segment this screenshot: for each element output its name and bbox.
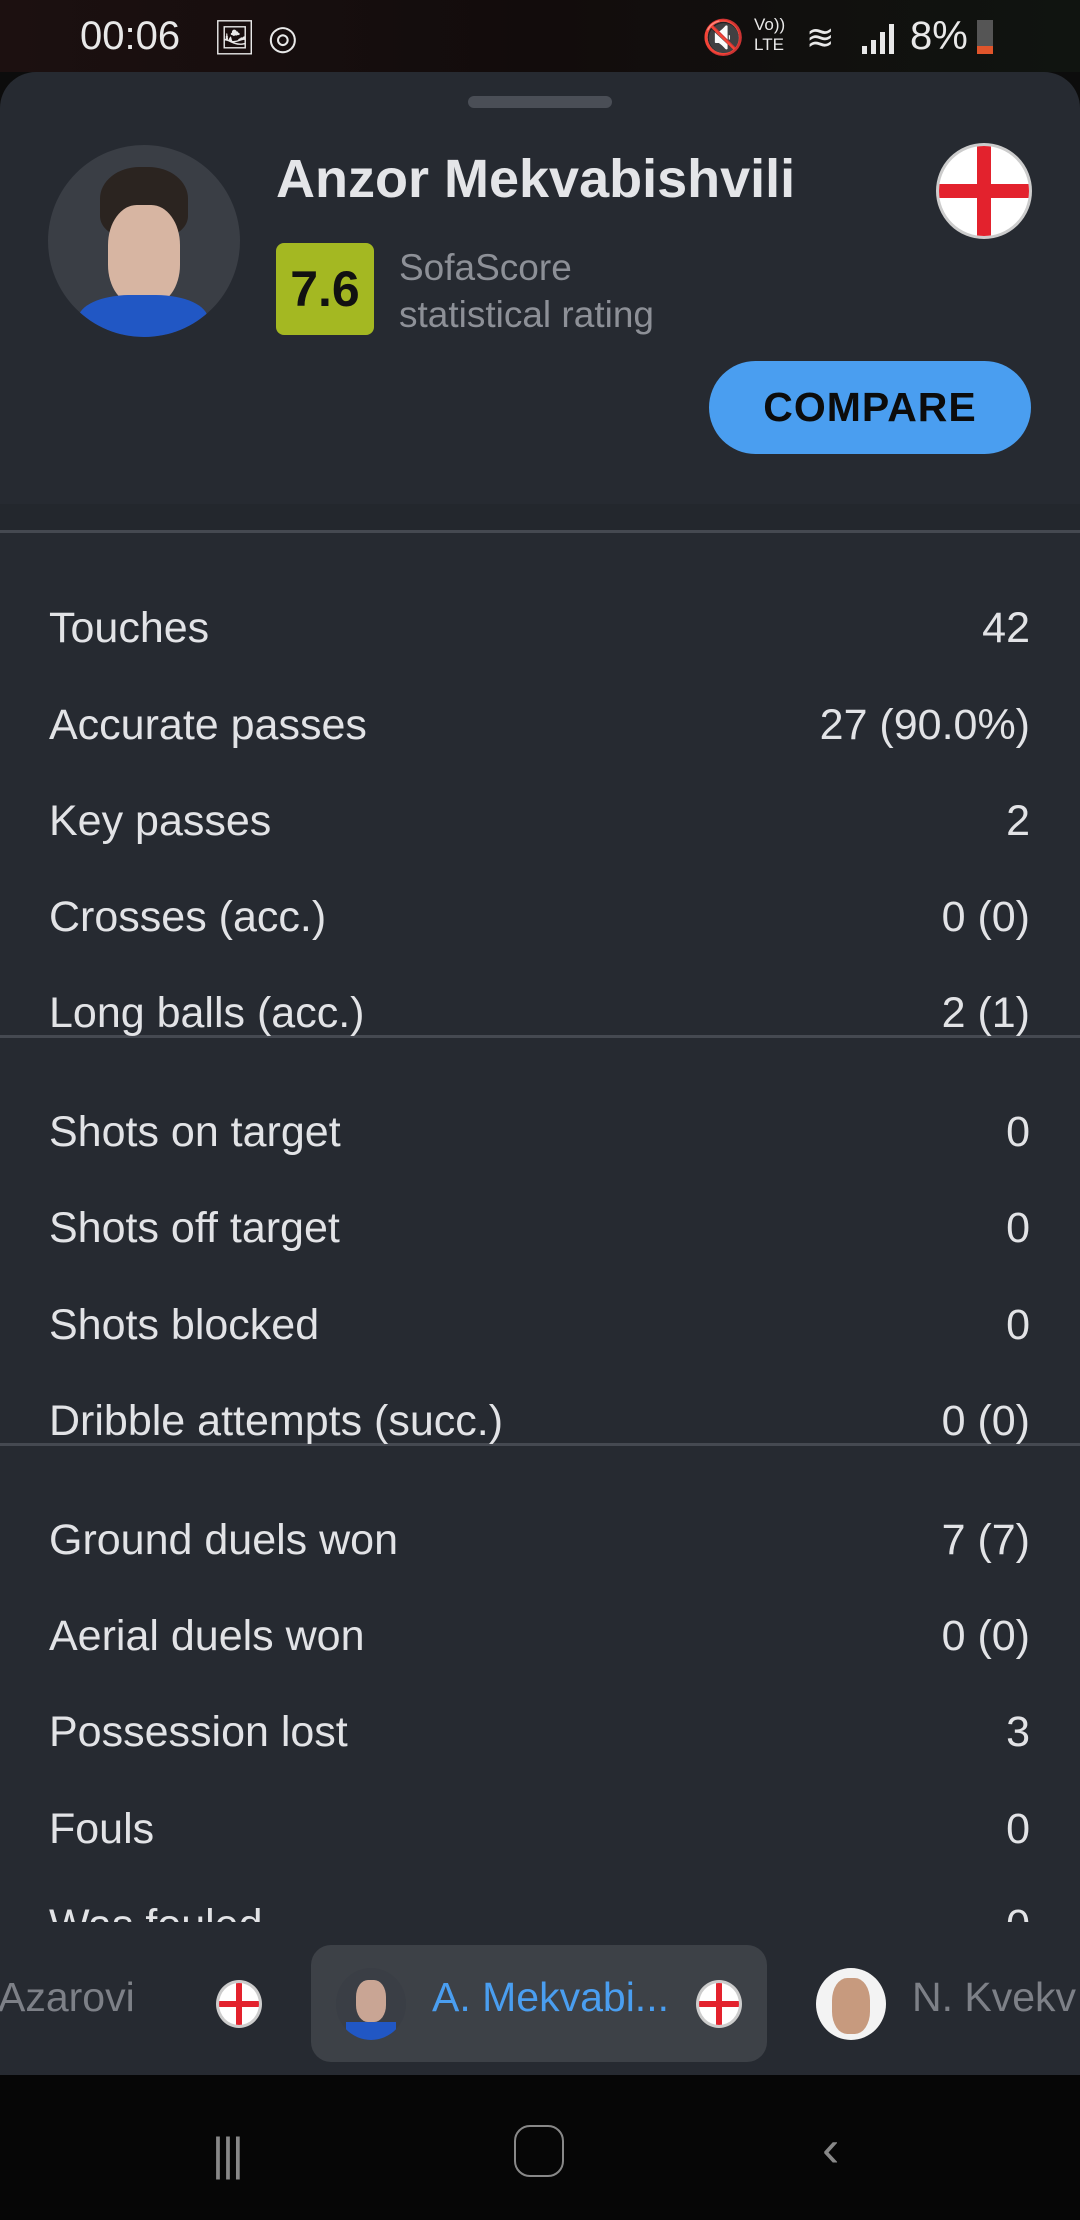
georgia-flag-icon [216,1980,262,2028]
stat-label: Ground duels won [49,1515,398,1564]
divider [0,1443,1080,1446]
gallery-icon: 🖼 [213,19,257,57]
stat-row: Touches 42 [49,580,1030,676]
divider [0,530,1080,533]
stat-row: Shots off target 0 [49,1180,1030,1276]
stat-value: 0 [1006,1300,1030,1349]
stat-label: Fouls [49,1804,155,1853]
georgia-flag-icon [696,1980,742,2028]
stat-row: Aerial duels won 0 (0) [49,1588,1030,1684]
player-sheet: Anzor Mekvabishvili 7.6 SofaScore statist… [0,72,1080,2075]
stat-label: Touches [49,603,210,652]
stat-row: Possession lost 3 [49,1684,1030,1780]
stat-value: 0 [1006,1203,1030,1252]
player-avatar-small [336,1968,406,2040]
player-avatar-small [816,1968,886,2040]
stat-value: 0 (0) [941,1611,1030,1660]
stat-value: 2 (1) [941,988,1030,1037]
stat-value: 27 (90.0%) [819,700,1030,749]
stat-value: 42 [982,603,1030,652]
stat-value: 0 [1006,1107,1030,1156]
stat-row: Crosses (acc.) 0 (0) [49,869,1030,965]
stat-row: Fouls 0 [49,1781,1030,1877]
back-icon[interactable]: ‹ [822,2120,840,2178]
stat-label: Possession lost [49,1707,348,1756]
drag-handle[interactable] [468,96,612,108]
stat-row: Ground duels won 7 (7) [49,1492,1030,1588]
player-tabs: Azarovi A. Mekvabi... N. Kvekv [0,1922,1080,2075]
stat-row: Shots blocked 0 [49,1277,1030,1373]
divider [0,1035,1080,1038]
stat-label: Dribble attempts (succ.) [49,1396,504,1445]
stat-value: 0 [1006,1804,1030,1853]
stat-value: 0 (0) [941,1396,1030,1445]
stat-row: Shots on target 0 [49,1084,1030,1180]
stat-row: Long balls (acc.) 2 (1) [49,965,1030,1061]
signal-icon [860,0,900,72]
stat-label: Long balls (acc.) [49,988,365,1037]
rating-label-line1: SofaScore [399,247,572,288]
stat-row: Key passes 2 [49,773,1030,869]
mute-icon: 🔇 [702,19,745,57]
system-nav-bar: ||| ‹ [0,2075,1080,2220]
georgia-flag-icon [936,143,1032,239]
stat-label: Shots blocked [49,1300,320,1349]
stat-label: Shots off target [49,1203,340,1252]
recent-apps-icon[interactable]: ||| [212,2128,244,2180]
wifi-icon: ≋ [806,19,835,57]
battery-text: 8% [910,14,968,58]
stat-label: Shots on target [49,1107,341,1156]
header-divider-band [0,504,1080,530]
stat-value: 3 [1006,1707,1030,1756]
clock: 00:06 [80,14,181,58]
stat-value: 0 (0) [941,892,1030,941]
instagram-icon: ◎ [268,19,298,57]
player-tab-label[interactable]: Azarovi [0,1974,135,2020]
stat-value: 7 (7) [941,1515,1030,1564]
player-name: Anzor Mekvabishvili [276,149,796,209]
stat-label: Key passes [49,796,272,845]
network-type: LTE [754,35,784,54]
compare-button[interactable]: COMPARE [709,361,1031,454]
stat-row: Accurate passes 27 (90.0%) [49,677,1030,773]
stat-label: Crosses (acc.) [49,892,327,941]
status-bar: 00:06 🖼 ◎ 🔇 Vo)) LTE ≋ 8% [0,0,1080,72]
stat-label: Accurate passes [49,700,367,749]
player-avatar [48,145,240,337]
stat-value: 2 [1006,796,1030,845]
home-icon[interactable] [514,2125,564,2177]
player-tab-label[interactable]: N. Kvekv [912,1974,1077,2020]
stat-row: Dribble attempts (succ.) 0 (0) [49,1373,1030,1469]
player-tab-label[interactable]: A. Mekvabi... [432,1974,669,2020]
volte-icon: Vo)) [754,15,786,34]
rating-label-line2: statistical rating [399,294,654,335]
battery-icon [977,20,993,54]
rating-label: SofaScore statistical rating [399,244,654,338]
rating-badge: 7.6 [276,243,374,335]
stat-label: Aerial duels won [49,1611,365,1660]
